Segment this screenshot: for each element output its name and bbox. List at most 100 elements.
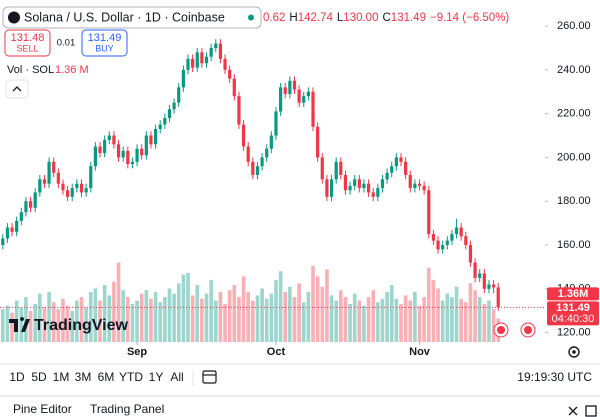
candle-body [121, 150, 125, 158]
volume-bar [269, 293, 274, 342]
volume-bar [135, 300, 139, 342]
clock[interactable]: 19:19:30 UTC [517, 370, 592, 384]
volume-bar [33, 304, 37, 342]
volume-bar [399, 304, 403, 342]
volume-bar [10, 312, 14, 342]
sell-label: SELL [16, 43, 38, 53]
date-range-button[interactable] [202, 370, 217, 384]
candle-body [343, 174, 348, 191]
volume-bar [274, 279, 278, 342]
volume-bar [70, 310, 75, 342]
candle-body [112, 135, 116, 145]
range-button[interactable]: 3M [75, 370, 92, 384]
candle-body [334, 161, 338, 180]
volume-bar [84, 307, 88, 342]
volume-bar [204, 293, 209, 342]
candle-body [473, 262, 477, 278]
settings-button[interactable] [568, 346, 580, 358]
candle-body [297, 89, 301, 103]
candle-body [255, 166, 260, 175]
volume-bar [209, 279, 213, 342]
volume-bar [482, 304, 487, 342]
candle-body [107, 135, 111, 140]
candle-body [399, 157, 403, 162]
candle-body [5, 227, 10, 239]
volume-bar [176, 283, 181, 342]
candle-body [200, 52, 204, 64]
volume-bar [255, 295, 260, 342]
buy-button[interactable]: 131.49 BUY [81, 29, 128, 57]
volume-bar [403, 295, 408, 342]
volume-bar [130, 304, 135, 342]
range-button[interactable]: 5D [31, 370, 47, 384]
candle-body [468, 245, 473, 263]
candle-body [464, 236, 468, 246]
volume-bar [125, 297, 130, 342]
candle-body [19, 212, 23, 221]
range-button[interactable]: All [170, 370, 183, 384]
volume-bar [264, 298, 269, 342]
footer-tab[interactable]: Trading Panel [90, 402, 164, 416]
candle-body [260, 157, 264, 167]
x-tick-label: Nov [409, 346, 431, 358]
candle-body [116, 144, 121, 158]
candle-body [66, 190, 70, 197]
candle-body [246, 146, 250, 162]
candle-body [191, 58, 195, 68]
sell-button[interactable]: 131.48 SELL [4, 29, 51, 57]
range-button[interactable]: 1D [9, 370, 25, 384]
price-pane [1, 39, 500, 311]
volume-bar [315, 276, 320, 342]
footer-tab[interactable]: Pine Editor [13, 402, 72, 416]
footer-icon[interactable] [585, 405, 597, 417]
footer-tabs: Pine Editor Trading Panel [13, 402, 164, 416]
volume-bar [158, 302, 163, 342]
countdown: 04:40:30 [552, 313, 595, 325]
candle-body [1, 238, 5, 246]
footer-icon[interactable] [568, 406, 578, 416]
volume-tag-label: 1.36M [558, 288, 589, 300]
collapse-button[interactable] [5, 79, 29, 99]
volume-legend-value: 1.36 M [55, 64, 89, 76]
volume-bar [343, 297, 348, 342]
range-button[interactable]: 1Y [149, 370, 164, 384]
low-label: L [337, 12, 344, 24]
candle-body [144, 135, 148, 156]
candle-body [209, 47, 213, 57]
candle-body [320, 157, 324, 180]
volume-bar [288, 286, 292, 342]
volume-bar [311, 266, 315, 342]
candle-body [79, 183, 84, 193]
volume-bar [251, 300, 255, 342]
volume-bar [278, 271, 283, 342]
volume-bar [65, 305, 70, 342]
volume-bar [93, 288, 98, 342]
volume-bar [5, 305, 10, 342]
candle-body [135, 148, 139, 162]
candle-body [431, 234, 436, 241]
settings-dot [572, 350, 576, 354]
volume-bar [200, 298, 204, 342]
volume-bar [352, 293, 357, 342]
volume-bar [320, 286, 325, 342]
volume-bar [79, 297, 84, 342]
range-button[interactable]: 6M [98, 370, 115, 384]
volume-bar [241, 276, 246, 342]
volume-bar [144, 290, 149, 342]
range-button[interactable]: 1M [53, 370, 70, 384]
candle-body [181, 69, 185, 88]
volume-bar [19, 307, 24, 342]
volume-bar [301, 302, 306, 342]
candle-body [103, 139, 107, 154]
candle-body [47, 161, 51, 184]
logo-mark [9, 317, 30, 332]
volume-bar [190, 295, 195, 342]
range-button[interactable]: YTD [119, 370, 143, 384]
symbol-box[interactable] [2, 6, 262, 29]
candle-body [380, 179, 385, 189]
candle-body [385, 172, 389, 180]
volume-pane [0, 262, 501, 342]
candle-body [283, 87, 287, 94]
candle-body [413, 183, 417, 189]
candle-body [487, 284, 491, 289]
